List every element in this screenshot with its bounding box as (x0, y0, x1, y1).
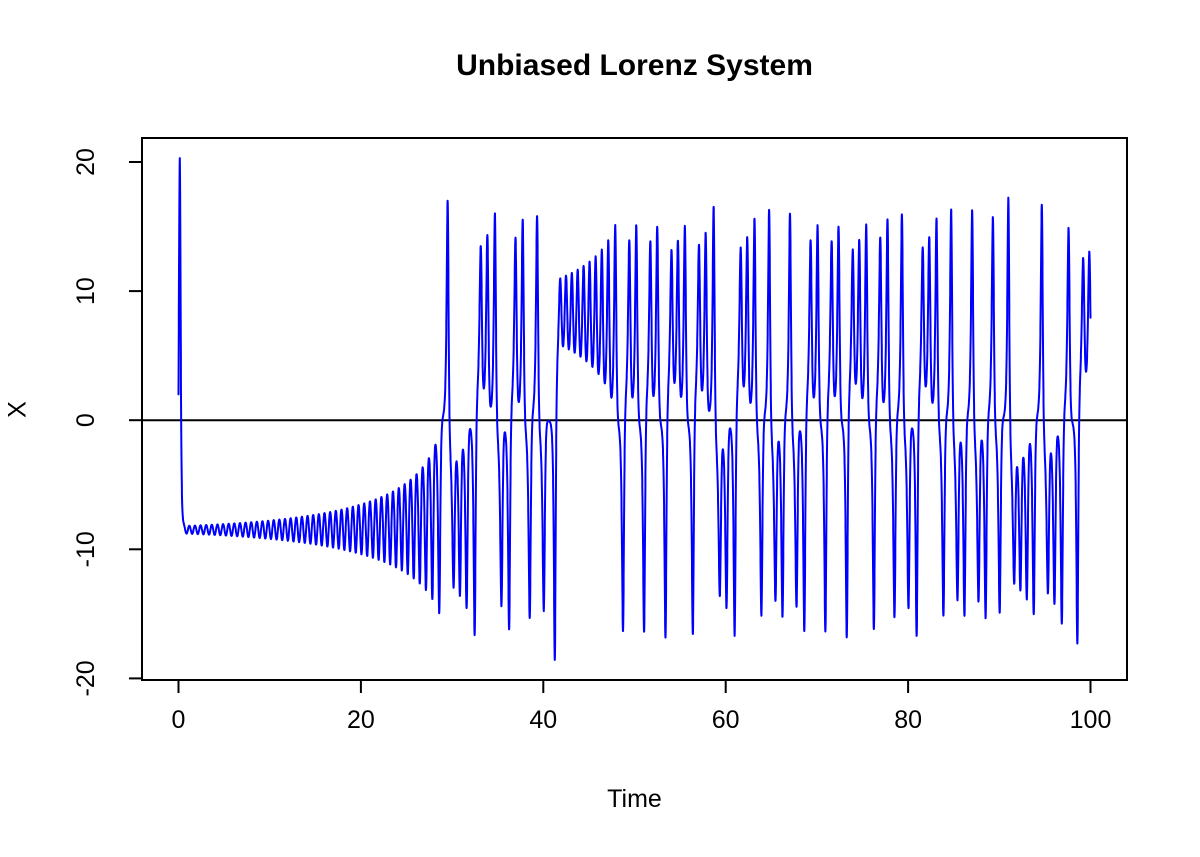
y-tick-label: 0 (72, 413, 100, 427)
x-tick-label: 80 (894, 706, 922, 734)
y-tick-label: 20 (72, 148, 100, 176)
plot-box (141, 137, 1128, 681)
y-tick-label: -20 (72, 660, 100, 696)
x-tick-label: 100 (1070, 706, 1112, 734)
x-tick-label: 60 (712, 706, 740, 734)
y-tick-label: -10 (72, 531, 100, 567)
x-tick-label: 0 (172, 706, 186, 734)
chart-title: Unbiased Lorenz System (456, 49, 813, 82)
x-tick-label: 20 (347, 706, 375, 734)
x-axis-label: Time (607, 785, 662, 813)
y-tick-label: 10 (72, 277, 100, 305)
x-tick-label: 40 (529, 706, 557, 734)
y-axis-label: X (3, 401, 32, 418)
lorenz-trace (177, 157, 1092, 661)
